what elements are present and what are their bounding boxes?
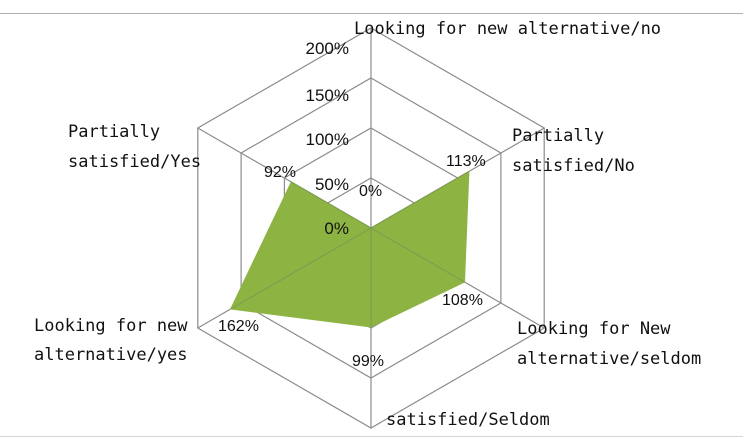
category-label: Partially satisfied/Yes	[68, 122, 201, 172]
radial-tick-label: 100%	[306, 130, 349, 149]
radial-tick-label: 200%	[306, 39, 349, 58]
data-label: 113%	[446, 153, 486, 170]
data-label: 162%	[218, 318, 259, 335]
radial-tick-label: 50%	[315, 175, 349, 194]
category-label: satisfied/Seldom	[386, 410, 550, 430]
data-label: 92%	[264, 164, 296, 181]
data-label: 0%	[359, 183, 382, 200]
series-area	[231, 172, 469, 328]
category-label: Looking for new alternative/no	[354, 19, 661, 39]
radial-tick-label: 0%	[324, 219, 349, 238]
data-label: 108%	[442, 292, 483, 309]
radial-tick-label: 150%	[306, 86, 349, 105]
category-label: Looking for new alternative/yes	[34, 316, 188, 365]
category-label: Looking for New alternative/seldom	[517, 319, 701, 369]
category-label: Partially satisfied/No	[512, 126, 635, 176]
data-label: 99%	[352, 353, 384, 370]
